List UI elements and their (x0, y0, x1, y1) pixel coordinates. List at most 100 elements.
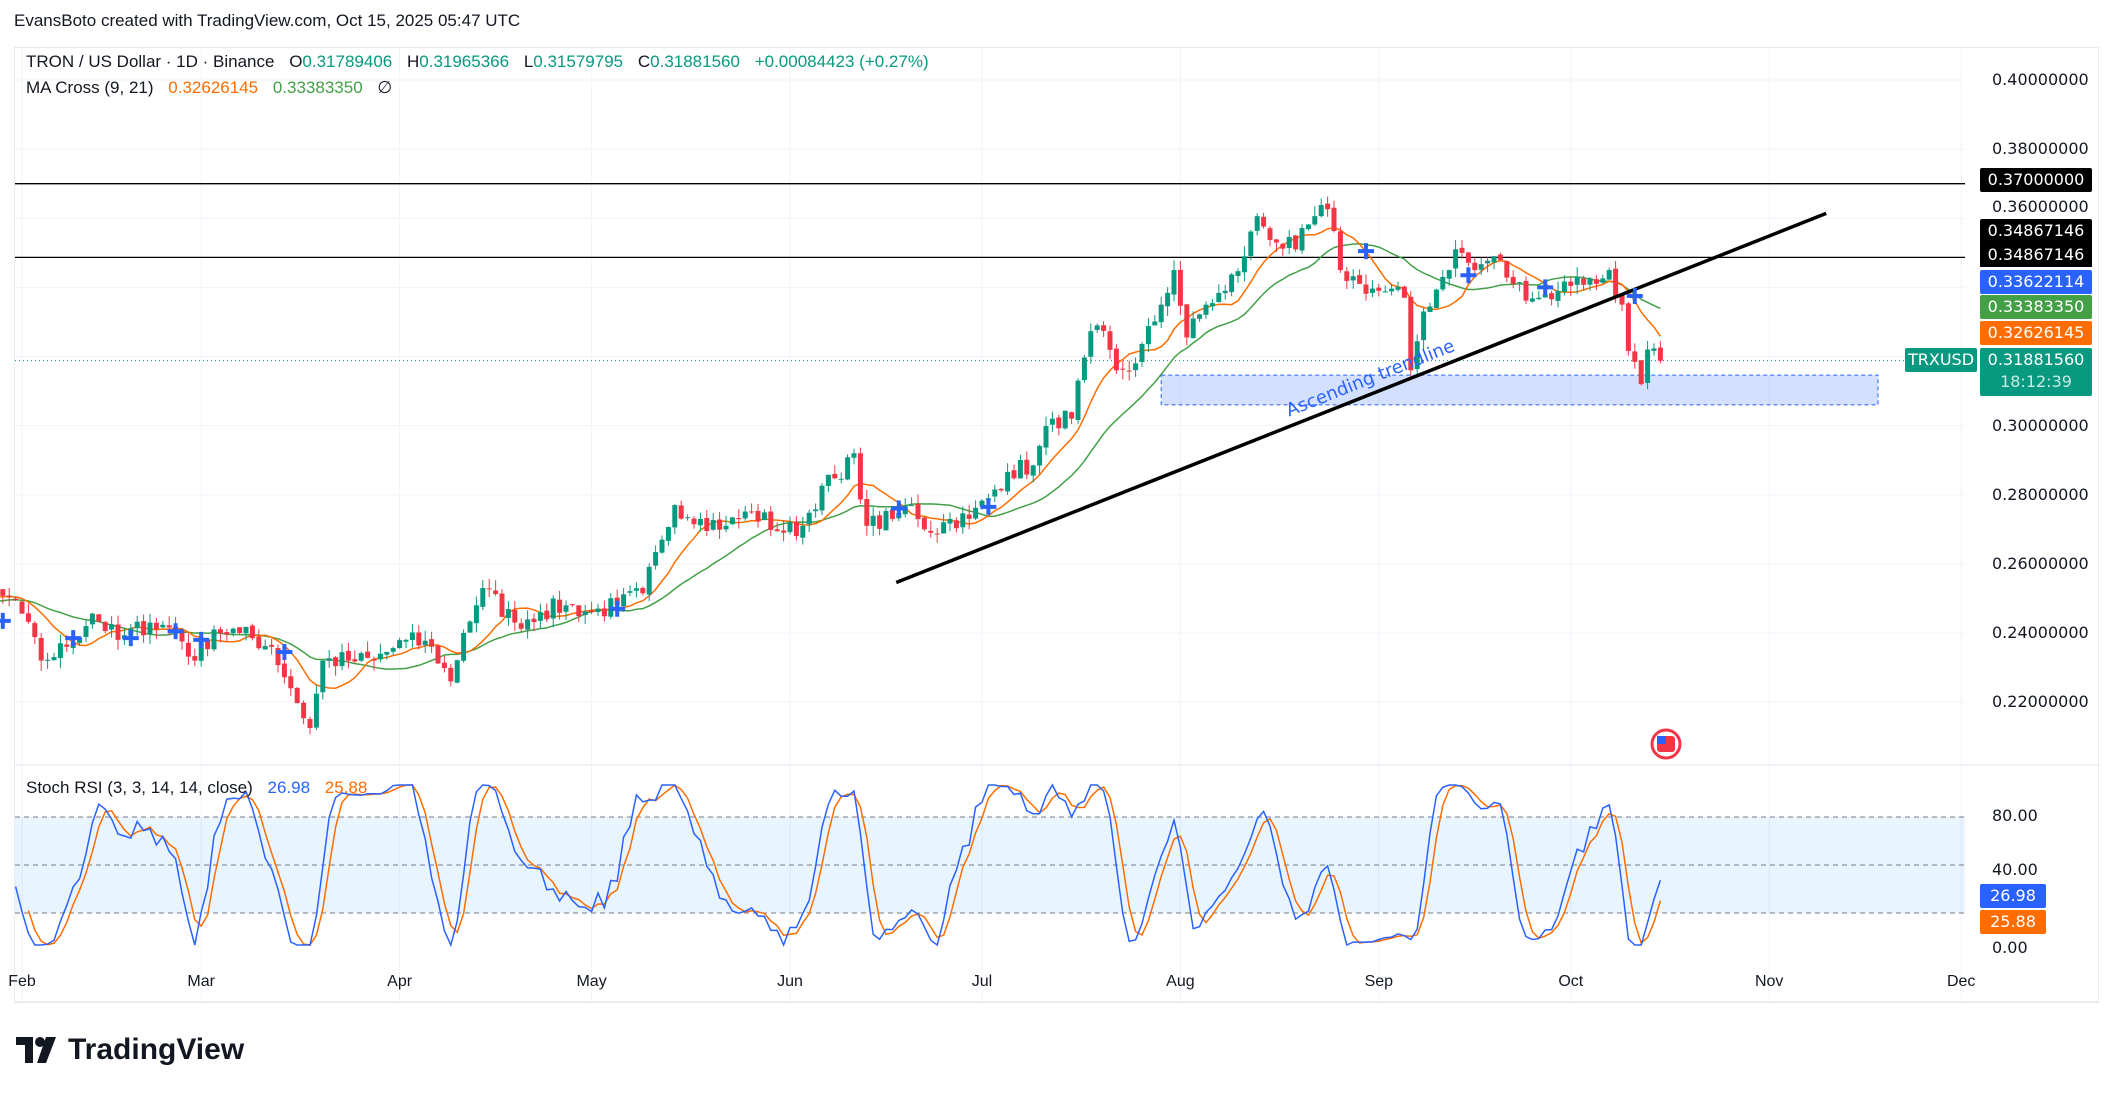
candle-body (153, 622, 159, 630)
candle-body (672, 505, 678, 528)
candle-body (1619, 295, 1625, 305)
candle-body (966, 514, 972, 519)
last-price-tag: 0.31881560 18:12:39 (1980, 348, 2092, 396)
candle-body (1581, 278, 1587, 285)
candle-body (493, 590, 499, 595)
candle-body (51, 657, 57, 661)
candle-body (467, 621, 473, 633)
ma-title[interactable]: MA Cross (9, 21) (26, 78, 154, 97)
candle-body (640, 588, 646, 594)
candle-body (217, 629, 223, 634)
ma-cross-marker-icon (276, 643, 293, 660)
candle-body (256, 636, 262, 649)
candle-body (384, 651, 390, 655)
candle-body (1120, 368, 1126, 370)
stoch-k-line (14, 783, 1662, 948)
high-value: 0.31965366 (419, 52, 510, 71)
candle-body (755, 510, 761, 522)
candle-body (0, 589, 6, 596)
candle-body (371, 659, 377, 661)
low-label: L (523, 52, 534, 71)
candle-body (288, 676, 294, 689)
candle-body (1625, 303, 1631, 351)
candle-body (1600, 278, 1606, 283)
candle-body (1427, 306, 1433, 312)
candle-body (422, 640, 428, 646)
tradingview-logo[interactable]: TradingView (16, 1033, 244, 1067)
open-label: O (289, 52, 303, 71)
candle-body (1395, 286, 1401, 290)
candle-body (1440, 276, 1446, 290)
candle-body (1472, 262, 1478, 271)
candle-body (665, 527, 671, 541)
candle-body (249, 625, 255, 639)
ma-cross-marker-icon (1358, 243, 1374, 260)
candle-body (793, 521, 799, 537)
candle-body (320, 660, 326, 693)
candle-body (723, 525, 729, 530)
candle-body (339, 652, 345, 667)
candle-body (1062, 410, 1068, 429)
time-axis-label: Aug (1166, 973, 1195, 990)
candle-body (717, 519, 723, 530)
price-axis-label: 0.24000000 (1992, 622, 2089, 642)
ma-cross-marker-icon (65, 630, 82, 647)
candle-body (659, 539, 665, 553)
low-value: 0.31579795 (533, 52, 624, 71)
candle-body (979, 500, 985, 507)
candle-body (345, 650, 351, 661)
candle-body (1645, 349, 1651, 383)
candle-body (537, 612, 543, 621)
candle-body (710, 519, 716, 530)
flag-canton (1657, 736, 1666, 744)
candle-body (525, 619, 531, 630)
candle-body (1017, 459, 1023, 479)
candle-body (1043, 426, 1049, 448)
candle-body (134, 621, 140, 629)
candle-body (883, 510, 889, 531)
price-axis-label: 0.36000000 (1992, 197, 2089, 216)
candle-body (1165, 292, 1171, 307)
symbol-title[interactable]: TRON / US Dollar · 1D · Binance (26, 52, 275, 71)
ma-cross-marker-icon (193, 631, 210, 648)
candle-body (160, 624, 166, 628)
ma-cross-marker-icon (890, 500, 907, 517)
candle-body (992, 489, 998, 497)
candle-body (832, 473, 838, 479)
candle-body (333, 657, 339, 667)
candle-body (857, 453, 863, 500)
rsi-axis-40: 40.00 (1992, 860, 2038, 879)
ma-cross-marker-icon (167, 623, 184, 640)
rsi-axis-80: 80.00 (1992, 806, 2038, 825)
candle-body (45, 659, 51, 661)
candle-body (1459, 247, 1465, 253)
candle-body (441, 662, 447, 669)
candle-body (1222, 290, 1228, 294)
candle-body (377, 653, 383, 660)
candle-body (1529, 298, 1535, 302)
candle-body (473, 605, 479, 624)
candle-body (1485, 260, 1491, 264)
candle-body (1478, 264, 1484, 270)
stoch-rsi-title[interactable]: Stoch RSI (3, 3, 14, 14, close) (26, 778, 253, 797)
candle-body (582, 611, 588, 616)
candle-body (1037, 445, 1043, 466)
candle-body (1286, 236, 1292, 249)
candle-body (646, 566, 652, 595)
candle-body (1158, 304, 1164, 323)
candle-body (518, 623, 524, 629)
candle-body (941, 522, 947, 534)
candle-body (409, 632, 415, 640)
candle-body (877, 515, 883, 529)
close-value: 0.31881560 (650, 52, 740, 71)
candle-body (185, 642, 191, 657)
candle-body (1510, 276, 1516, 284)
candle-body (864, 499, 870, 526)
candle-body (505, 609, 511, 618)
open-value: 0.31789406 (302, 52, 393, 71)
stoch-k-tag: 26.98 (1980, 884, 2046, 908)
candle-body (147, 622, 153, 634)
candle-body (870, 515, 876, 526)
candle-body (998, 488, 1004, 491)
